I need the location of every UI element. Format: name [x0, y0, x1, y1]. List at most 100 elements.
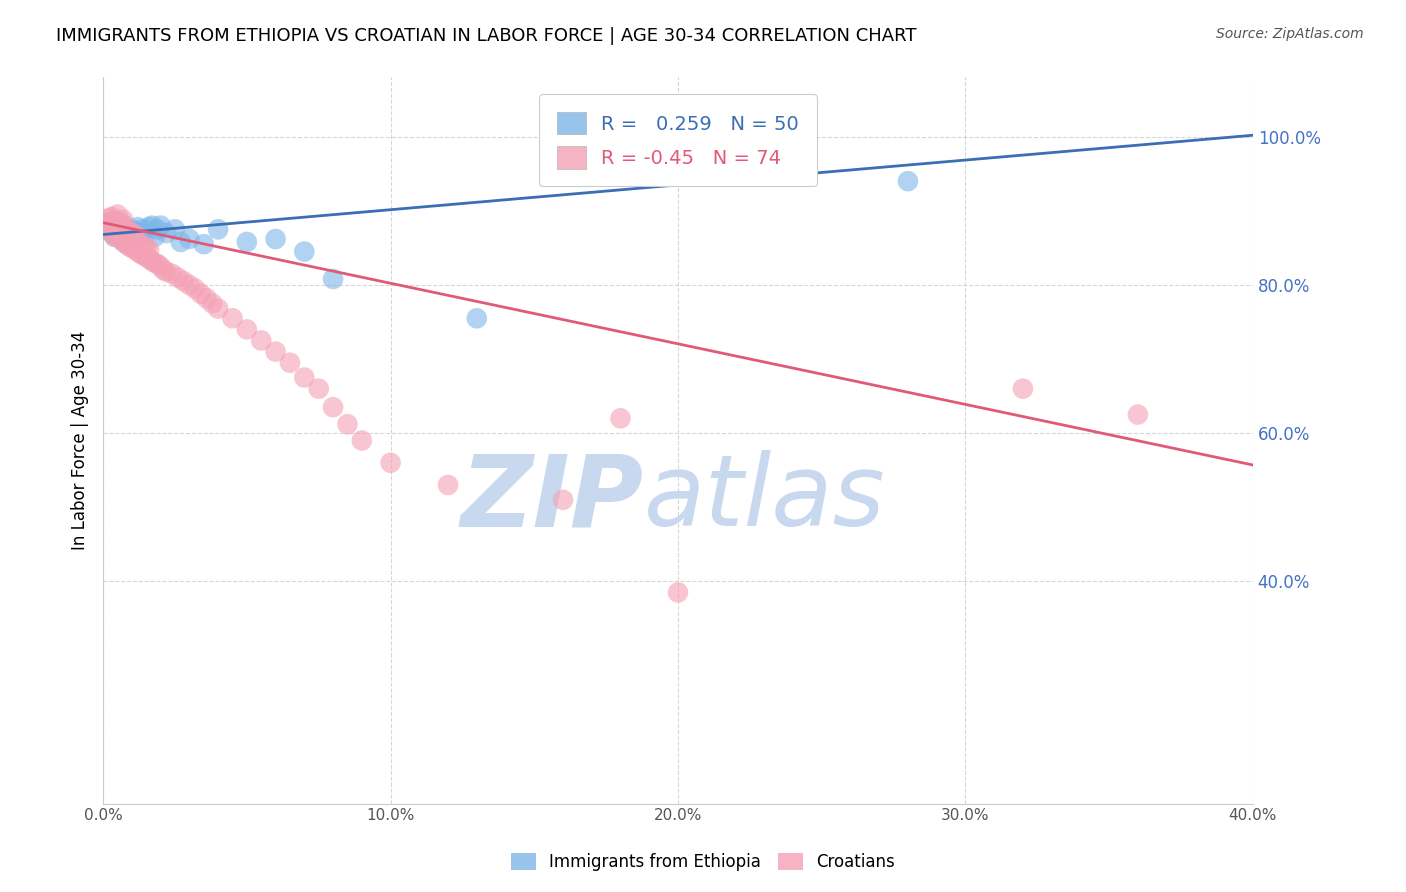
Point: [97, 215, 120, 229]
Point: [110, 226, 132, 240]
Point: [179, 277, 201, 292]
Point: [163, 222, 186, 236]
Point: [437, 478, 460, 492]
Point: [112, 227, 135, 242]
Point: [292, 370, 315, 384]
Point: [264, 344, 287, 359]
Y-axis label: In Labor Force | Age 30-34: In Labor Force | Age 30-34: [72, 331, 89, 550]
Point: [100, 210, 122, 224]
Point: [193, 237, 215, 252]
Point: [124, 235, 146, 249]
Point: [104, 222, 127, 236]
Point: [1126, 408, 1149, 422]
Point: [160, 267, 183, 281]
Point: [143, 255, 166, 269]
Point: [127, 244, 149, 259]
Point: [236, 322, 259, 336]
Point: [141, 219, 163, 233]
Point: [132, 248, 155, 262]
Point: [107, 220, 129, 235]
Point: [132, 239, 155, 253]
Point: [107, 219, 129, 233]
Point: [121, 234, 143, 248]
Point: [124, 225, 146, 239]
Point: [155, 226, 177, 240]
Legend: Immigrants from Ethiopia, Croatians: Immigrants from Ethiopia, Croatians: [503, 845, 903, 880]
Point: [195, 291, 218, 305]
Point: [135, 226, 157, 240]
Point: [124, 227, 146, 242]
Point: [124, 243, 146, 257]
Point: [127, 226, 149, 240]
Point: [138, 252, 160, 266]
Point: [897, 174, 920, 188]
Point: [118, 239, 141, 253]
Point: [118, 237, 141, 252]
Point: [155, 264, 177, 278]
Point: [322, 272, 344, 286]
Point: [112, 212, 135, 227]
Point: [322, 400, 344, 414]
Point: [115, 229, 138, 244]
Point: [110, 219, 132, 233]
Point: [135, 241, 157, 255]
Point: [94, 222, 117, 236]
Point: [110, 220, 132, 235]
Point: [97, 217, 120, 231]
Point: [207, 222, 229, 236]
Point: [127, 220, 149, 235]
Point: [100, 215, 122, 229]
Point: [264, 232, 287, 246]
Point: [118, 232, 141, 246]
Point: [308, 382, 330, 396]
Point: [110, 232, 132, 246]
Point: [107, 226, 129, 240]
Point: [250, 334, 273, 348]
Point: [97, 211, 120, 226]
Point: [129, 247, 152, 261]
Point: [107, 215, 129, 229]
Text: Source: ZipAtlas.com: Source: ZipAtlas.com: [1216, 27, 1364, 41]
Point: [97, 219, 120, 233]
Point: [167, 270, 190, 285]
Point: [336, 417, 359, 432]
Point: [107, 222, 129, 236]
Point: [115, 225, 138, 239]
Point: [129, 227, 152, 242]
Point: [149, 219, 172, 233]
Point: [110, 226, 132, 240]
Point: [112, 234, 135, 248]
Point: [94, 220, 117, 235]
Point: [129, 237, 152, 252]
Point: [666, 585, 689, 599]
Point: [278, 356, 301, 370]
Point: [121, 229, 143, 244]
Point: [100, 226, 122, 240]
Point: [107, 215, 129, 229]
Point: [138, 220, 160, 235]
Point: [170, 235, 193, 249]
Point: [112, 227, 135, 242]
Text: ZIP: ZIP: [461, 450, 644, 547]
Point: [100, 226, 122, 240]
Text: IMMIGRANTS FROM ETHIOPIA VS CROATIAN IN LABOR FORCE | AGE 30-34 CORRELATION CHAR: IMMIGRANTS FROM ETHIOPIA VS CROATIAN IN …: [56, 27, 917, 45]
Point: [104, 219, 127, 233]
Point: [112, 222, 135, 236]
Point: [115, 235, 138, 249]
Point: [100, 222, 122, 236]
Text: atlas: atlas: [644, 450, 886, 547]
Point: [107, 207, 129, 221]
Point: [292, 244, 315, 259]
Point: [551, 492, 574, 507]
Point: [118, 226, 141, 240]
Point: [465, 311, 488, 326]
Point: [146, 257, 169, 271]
Point: [380, 456, 402, 470]
Point: [104, 215, 127, 229]
Point: [104, 222, 127, 236]
Point: [112, 217, 135, 231]
Point: [190, 286, 212, 301]
Point: [141, 254, 163, 268]
Point: [124, 232, 146, 246]
Point: [115, 237, 138, 252]
